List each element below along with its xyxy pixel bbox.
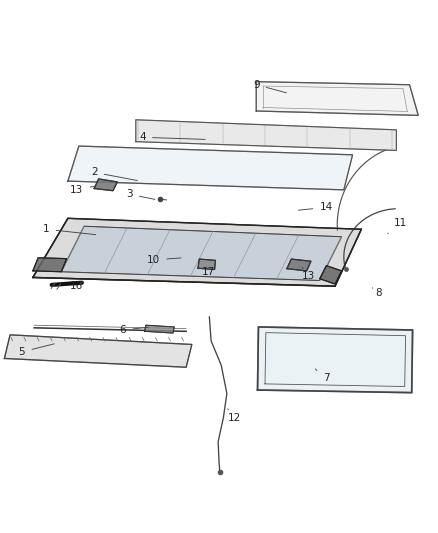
Polygon shape	[136, 120, 396, 150]
Text: 13: 13	[70, 185, 96, 195]
Text: 13: 13	[302, 268, 315, 281]
Polygon shape	[145, 325, 174, 333]
Polygon shape	[320, 265, 342, 284]
Text: 3: 3	[126, 189, 155, 199]
Polygon shape	[287, 259, 311, 271]
Text: 10: 10	[147, 255, 181, 265]
Text: 8: 8	[372, 288, 382, 298]
Polygon shape	[258, 327, 413, 393]
Polygon shape	[68, 146, 353, 190]
Text: 4: 4	[139, 132, 205, 142]
Text: 2: 2	[91, 167, 138, 181]
Polygon shape	[61, 226, 342, 280]
Text: 5: 5	[18, 344, 54, 357]
Text: 1: 1	[42, 224, 96, 235]
Text: 11: 11	[388, 217, 407, 233]
Text: 6: 6	[119, 325, 148, 335]
Text: 7: 7	[315, 369, 330, 383]
Text: 9: 9	[253, 80, 286, 93]
Polygon shape	[94, 179, 117, 191]
Text: 12: 12	[228, 409, 241, 423]
Polygon shape	[33, 258, 67, 272]
Polygon shape	[4, 335, 192, 367]
Polygon shape	[198, 259, 215, 270]
Polygon shape	[33, 219, 361, 286]
Text: 14: 14	[298, 203, 333, 212]
Text: 16: 16	[70, 281, 83, 291]
Text: 17: 17	[201, 266, 215, 277]
Polygon shape	[256, 82, 418, 115]
